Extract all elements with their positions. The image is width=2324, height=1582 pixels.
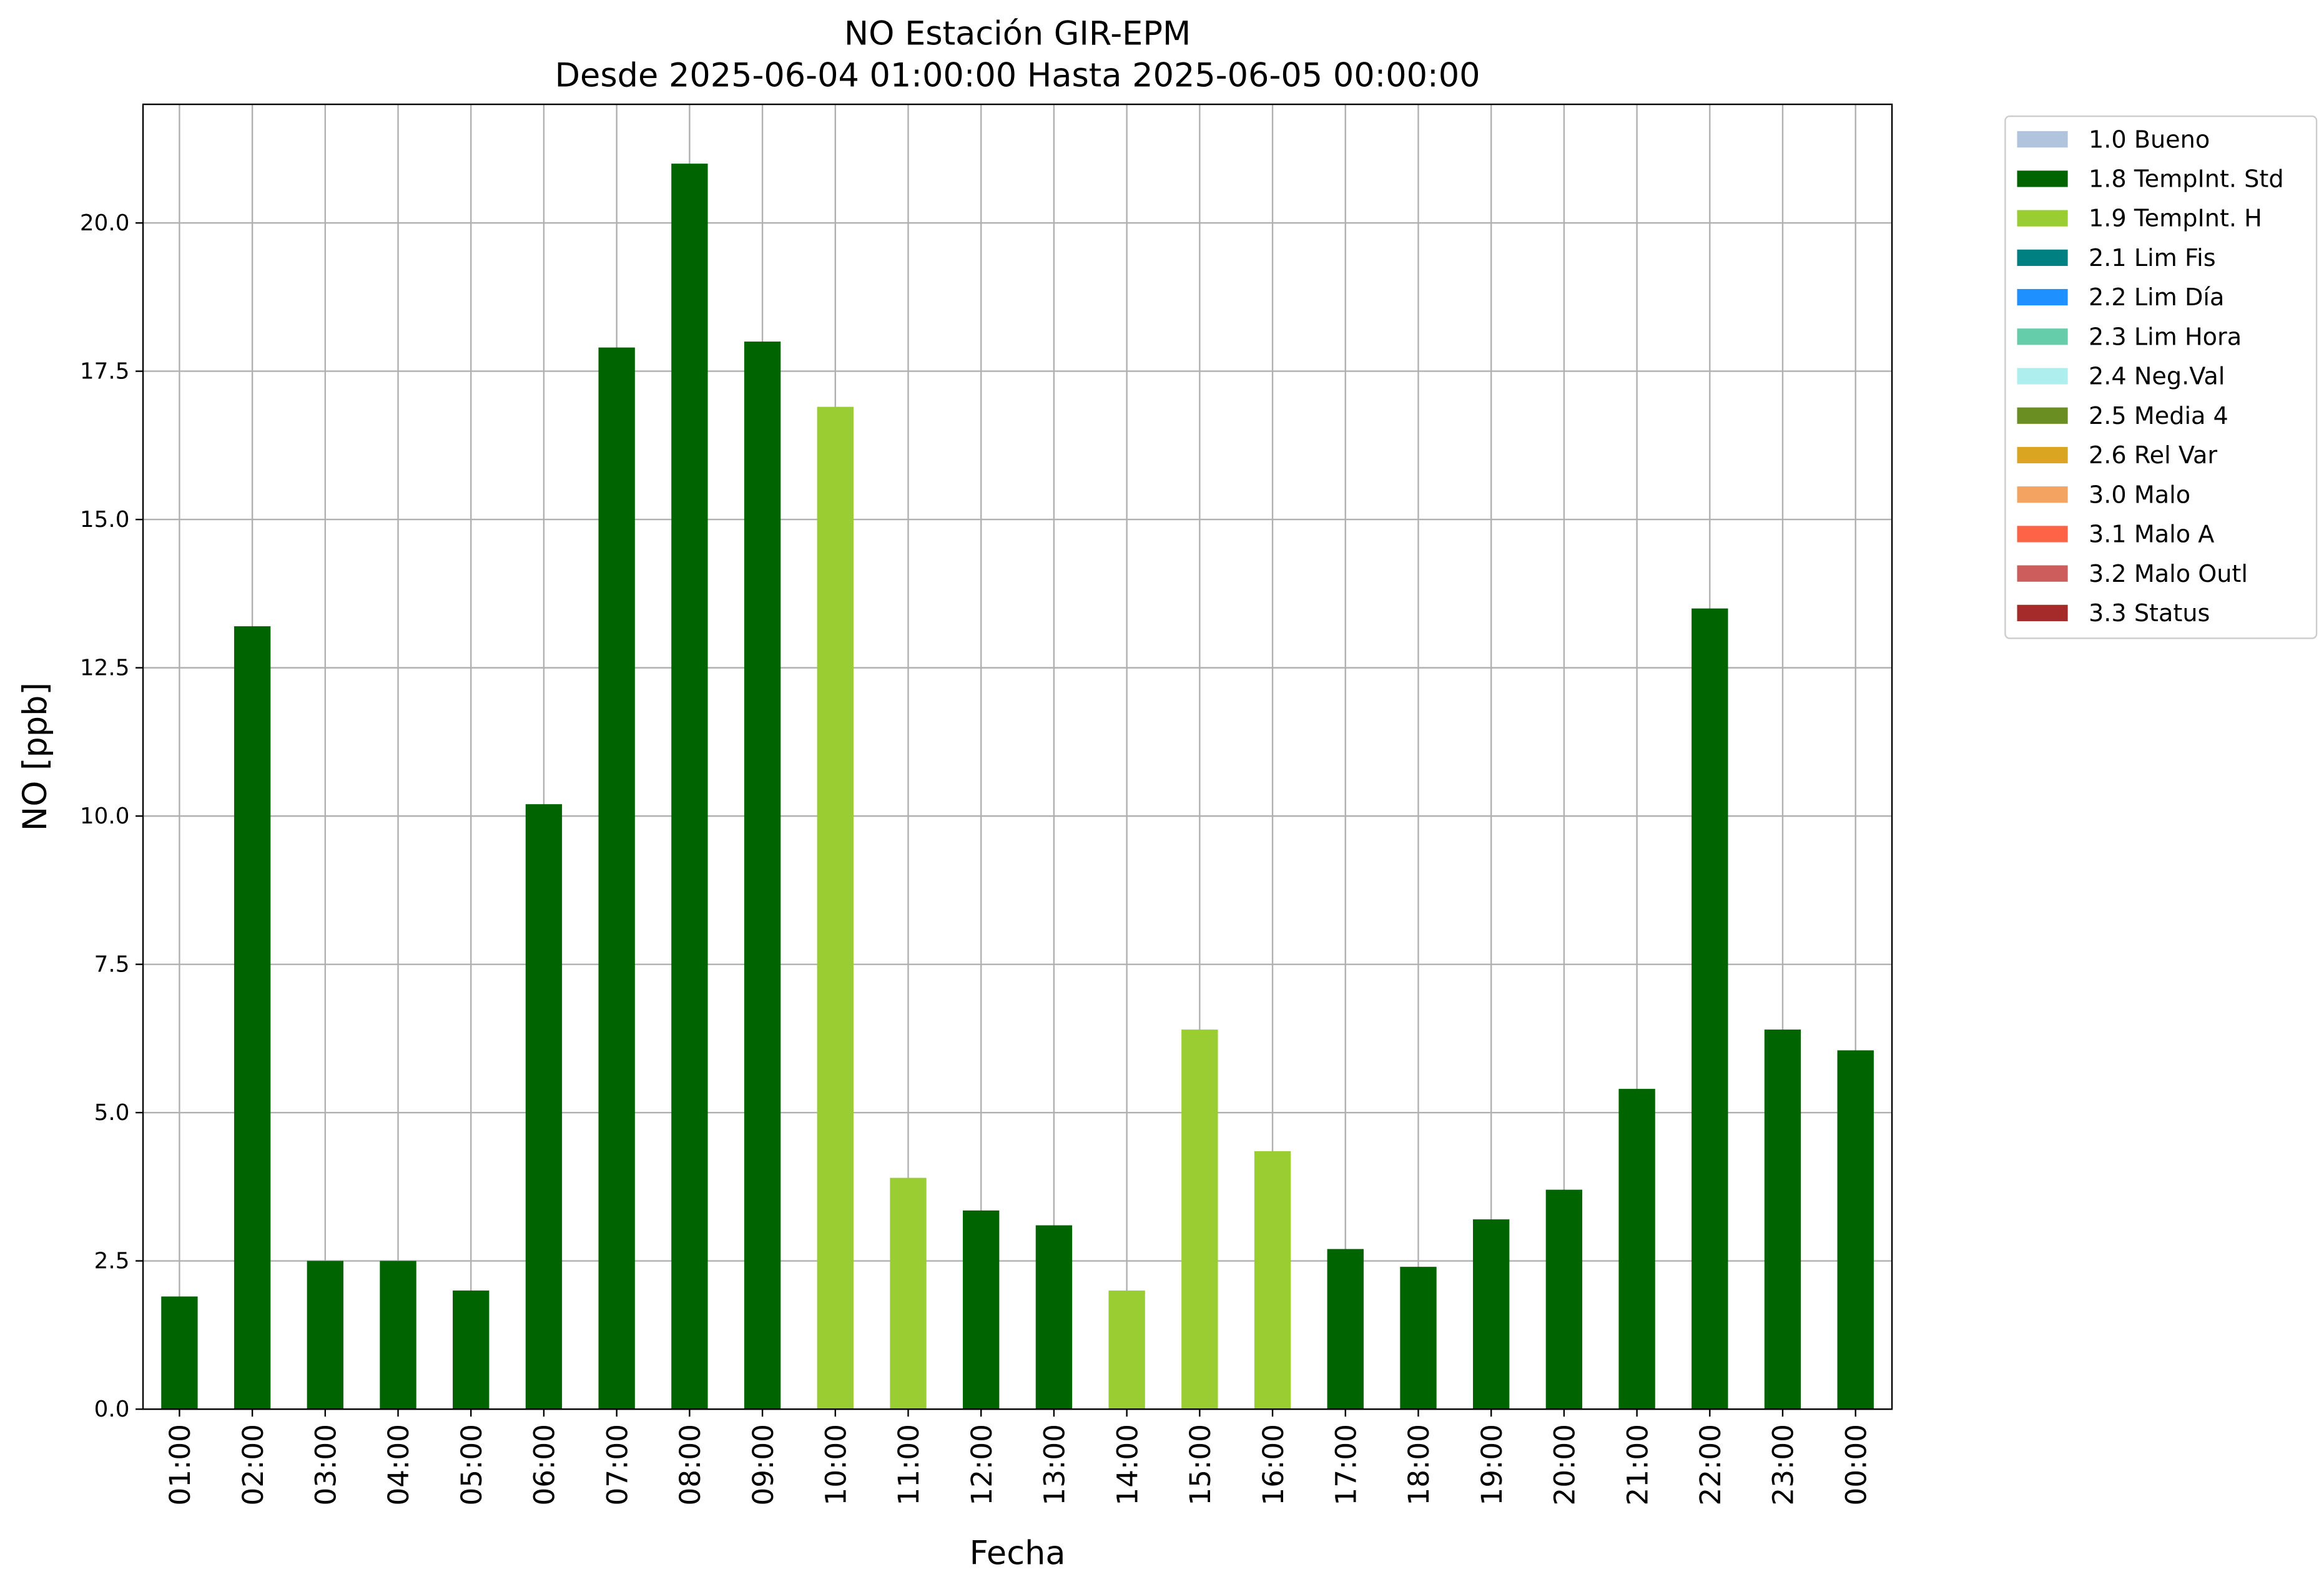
legend-swatch	[2017, 131, 2068, 148]
bar	[598, 347, 635, 1410]
bar	[1035, 1225, 1073, 1410]
legend-label: 2.4 Neg.Val	[2089, 363, 2225, 391]
bar	[1473, 1219, 1510, 1410]
x-tick-label: 02:00	[237, 1424, 270, 1506]
x-axis-label: Fecha	[970, 1534, 1066, 1572]
x-tick-label: 19:00	[1475, 1424, 1509, 1506]
x-tick-label: 14:00	[1111, 1424, 1144, 1506]
x-tick-label: 07:00	[601, 1424, 634, 1506]
legend-swatch	[2017, 288, 2068, 306]
x-tick-label: 08:00	[674, 1424, 707, 1506]
legend-label: 3.1 Malo A	[2089, 521, 2214, 549]
bar	[380, 1260, 416, 1410]
legend-swatch	[2017, 604, 2068, 622]
x-tick-label: 13:00	[1038, 1424, 1071, 1506]
legend-label: 3.2 Malo Outl	[2089, 561, 2248, 588]
bar	[1545, 1189, 1583, 1410]
legend-swatch	[2017, 565, 2068, 582]
bar	[1400, 1267, 1437, 1410]
x-tick-label: 04:00	[382, 1424, 415, 1506]
bar	[1327, 1249, 1364, 1410]
bar	[963, 1210, 1000, 1410]
bar	[1181, 1029, 1218, 1410]
x-tick-label: 15:00	[1184, 1424, 1217, 1506]
x-tick-label: 12:00	[965, 1424, 998, 1506]
bar	[307, 1260, 343, 1410]
y-tick-label: 12.5	[80, 656, 130, 681]
bar	[890, 1177, 927, 1410]
x-tick-label: 06:00	[528, 1424, 561, 1506]
x-tick-label: 11:00	[892, 1424, 925, 1506]
bar	[1837, 1050, 1874, 1410]
legend-swatch	[2017, 526, 2068, 543]
y-tick-label: 17.5	[80, 359, 130, 385]
legend-swatch	[2017, 446, 2068, 464]
bar	[744, 341, 781, 1410]
y-tick-label: 2.5	[94, 1249, 130, 1274]
bar	[1108, 1290, 1145, 1410]
legend-box	[2004, 115, 2318, 639]
y-tick-label: 10.0	[80, 803, 130, 829]
x-tick-label: 20:00	[1549, 1424, 1582, 1506]
x-tick-label: 22:00	[1694, 1424, 1727, 1506]
x-tick-label: 00:00	[1839, 1424, 1873, 1506]
chart-subtitle: Desde 2025-06-04 01:00:00 Hasta 2025-06-…	[555, 56, 1480, 94]
bar	[453, 1290, 490, 1410]
bar	[234, 626, 271, 1410]
y-tick-label: 5.0	[94, 1100, 130, 1126]
legend-label: 2.1 Lim Fis	[2089, 245, 2216, 272]
bar	[525, 804, 563, 1410]
legend-label: 3.0 Malo	[2089, 481, 2190, 509]
legend-label: 2.5 Media 4	[2089, 403, 2228, 430]
bar	[671, 164, 708, 1410]
chart-title: NO Estación GIR-EPM	[844, 15, 1191, 53]
x-tick-label: 18:00	[1402, 1424, 1435, 1506]
bar	[1691, 608, 1728, 1410]
bar	[817, 406, 854, 1410]
legend-swatch	[2017, 328, 2068, 345]
x-tick-label: 09:00	[747, 1424, 780, 1506]
plot-frame	[142, 103, 1893, 1410]
bar	[161, 1296, 198, 1410]
legend-swatch	[2017, 249, 2068, 266]
legend-label: 1.8 TempInt. Std	[2089, 166, 2284, 194]
bar	[1764, 1029, 1801, 1410]
bar	[1618, 1089, 1655, 1410]
y-axis-label: NO [ppb]	[16, 682, 54, 831]
legend-label: 1.0 Bueno	[2089, 126, 2210, 154]
y-tick-label: 15.0	[80, 507, 130, 533]
legend-label: 2.2 Lim Día	[2089, 284, 2224, 312]
x-tick-label: 21:00	[1621, 1424, 1654, 1506]
x-tick-label: 16:00	[1257, 1424, 1290, 1506]
legend-label: 1.9 TempInt. H	[2089, 205, 2262, 233]
x-tick-label: 10:00	[819, 1424, 852, 1506]
legend-swatch	[2017, 407, 2068, 424]
y-tick-label: 7.5	[94, 952, 130, 978]
legend-label: 2.3 Lim Hora	[2089, 323, 2242, 351]
x-tick-label: 23:00	[1767, 1424, 1800, 1506]
legend-label: 3.3 Status	[2089, 600, 2210, 627]
legend-swatch	[2017, 486, 2068, 503]
x-tick-label: 01:00	[164, 1424, 197, 1506]
legend-swatch	[2017, 210, 2068, 227]
x-tick-label: 03:00	[310, 1424, 343, 1506]
y-tick-label: 0.0	[94, 1397, 130, 1422]
bar	[1254, 1151, 1291, 1410]
legend-label: 2.6 Rel Var	[2089, 442, 2217, 469]
y-tick-label: 20.0	[80, 210, 130, 236]
legend-swatch	[2017, 170, 2068, 187]
x-tick-label: 17:00	[1329, 1424, 1362, 1506]
x-tick-label: 05:00	[455, 1424, 488, 1506]
legend-swatch	[2017, 368, 2068, 385]
